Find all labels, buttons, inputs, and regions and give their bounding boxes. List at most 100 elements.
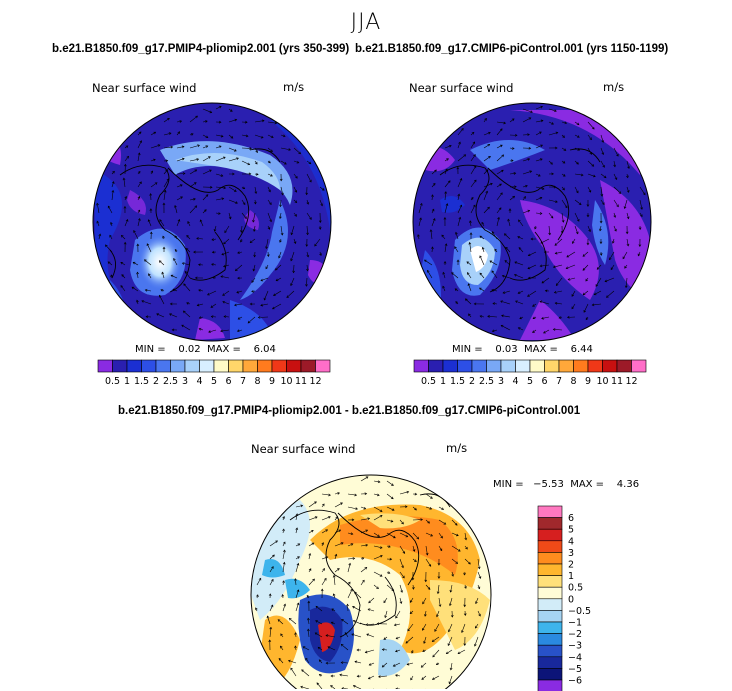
wind-arrow-head — [378, 675, 381, 679]
wind-arrow-head — [207, 292, 210, 296]
wind-arrow — [224, 225, 230, 233]
wind-arrow — [451, 545, 461, 552]
wind-arrow-head — [567, 277, 571, 281]
wind-arrow — [228, 108, 233, 112]
wind-arrow-head — [477, 586, 481, 590]
wind-arrow-head — [550, 215, 554, 219]
wind-arrow-head — [402, 551, 406, 554]
wind-arrow — [373, 545, 383, 549]
wind-arrow — [475, 623, 479, 629]
wind-arrow — [444, 191, 447, 201]
wind-arrow-head — [255, 150, 258, 154]
wind-arrow-head — [194, 276, 198, 280]
wind-arrow — [639, 212, 643, 217]
wind-arrow — [144, 259, 152, 266]
colorbar-right-label: 4 — [512, 376, 518, 387]
colorbar-right-swatch — [616, 359, 632, 373]
wind-arrow — [622, 251, 628, 259]
wind-arrow — [301, 669, 310, 677]
wind-arrow — [487, 316, 498, 318]
wind-arrow-head — [196, 237, 199, 240]
wind-arrow-head — [364, 650, 368, 654]
wind-arrow-head — [478, 576, 482, 579]
wind-arrow — [111, 181, 114, 188]
wind-arrow-head — [321, 542, 325, 545]
colorbar-left-swatch — [141, 359, 157, 373]
wind-arrow — [215, 212, 221, 215]
wind-arrow — [163, 178, 169, 188]
wind-arrow-head — [209, 110, 213, 114]
wind-arrow — [386, 532, 396, 539]
colorbar-difference-swatch — [537, 610, 563, 623]
colorbar-left-label: 8 — [254, 376, 260, 387]
colorbar-difference-swatch — [537, 644, 563, 658]
wind-arrow-head — [575, 231, 579, 235]
wind-arrow-head — [306, 232, 309, 236]
wind-arrow — [347, 563, 351, 573]
wind-arrow-head — [110, 221, 113, 225]
wind-arrow-head — [472, 141, 475, 145]
wind-arrow-head — [609, 257, 612, 261]
colorbar-right-label: 0.5 — [421, 376, 436, 387]
wind-arrow — [176, 146, 185, 149]
wind-arrow — [527, 264, 537, 269]
wind-arrow-head — [204, 120, 208, 123]
wind-arrow — [522, 117, 531, 123]
wind-arrow — [189, 144, 200, 149]
wind-arrow — [613, 212, 616, 218]
colorbar-left-swatch — [257, 359, 273, 373]
wind-arrow-head — [511, 147, 515, 150]
wind-arrow — [159, 295, 165, 305]
wind-arrow — [321, 493, 331, 496]
wind-arrow — [306, 173, 312, 183]
wind-arrow-head — [449, 603, 452, 607]
wind-arrow — [189, 115, 198, 123]
wind-arrow — [145, 289, 152, 292]
wind-arrow-head — [580, 173, 584, 177]
wind-arrow-head — [98, 233, 102, 237]
wind-arrow-head — [208, 156, 211, 159]
wind-arrow — [334, 542, 344, 547]
wind-arrow-head — [514, 261, 518, 264]
wind-arrow-head — [242, 202, 246, 206]
wind-arrow-head — [265, 246, 268, 250]
wind-arrow — [124, 145, 129, 149]
colorbar-right-swatch — [442, 359, 458, 373]
wind-arrow-head — [196, 158, 200, 161]
wind-arrow — [360, 544, 368, 547]
wind-arrow-head — [163, 189, 167, 193]
wind-arrow-head — [463, 613, 467, 616]
wind-arrow — [360, 518, 370, 521]
wind-arrow — [422, 597, 427, 604]
wind-arrow — [431, 209, 435, 214]
wind-arrow — [535, 144, 543, 149]
wind-arrow-head — [211, 250, 215, 254]
wind-arrow — [141, 300, 152, 305]
wind-arrow-head — [245, 134, 249, 138]
colorbar-difference-swatch — [537, 621, 563, 634]
colorbar-difference-label: 0 — [568, 594, 574, 605]
wind-arrow — [110, 222, 113, 227]
wind-arrow — [124, 219, 128, 227]
wind-arrow — [553, 329, 563, 331]
wind-arrow — [502, 275, 511, 279]
wind-arrow-head — [409, 600, 413, 603]
wind-arrow — [626, 173, 629, 178]
colorbar-right-label: 8 — [570, 376, 576, 387]
wind-arrow-head — [410, 677, 413, 681]
wind-arrow-head — [297, 556, 300, 559]
wind-arrow — [585, 277, 589, 282]
wind-arrow-head — [395, 674, 398, 677]
wind-arrow-head — [279, 239, 282, 243]
wind-arrow — [176, 196, 183, 201]
wind-arrow — [555, 302, 563, 305]
wind-arrow-head — [586, 204, 590, 207]
wind-arrow-head — [455, 533, 459, 537]
wind-arrow — [199, 316, 204, 319]
wind-arrow — [517, 290, 524, 294]
wind-arrow — [441, 234, 446, 240]
wind-arrow — [315, 605, 323, 612]
wind-arrow — [260, 303, 269, 306]
wind-arrow — [265, 264, 269, 269]
wind-arrow-head — [563, 148, 567, 151]
